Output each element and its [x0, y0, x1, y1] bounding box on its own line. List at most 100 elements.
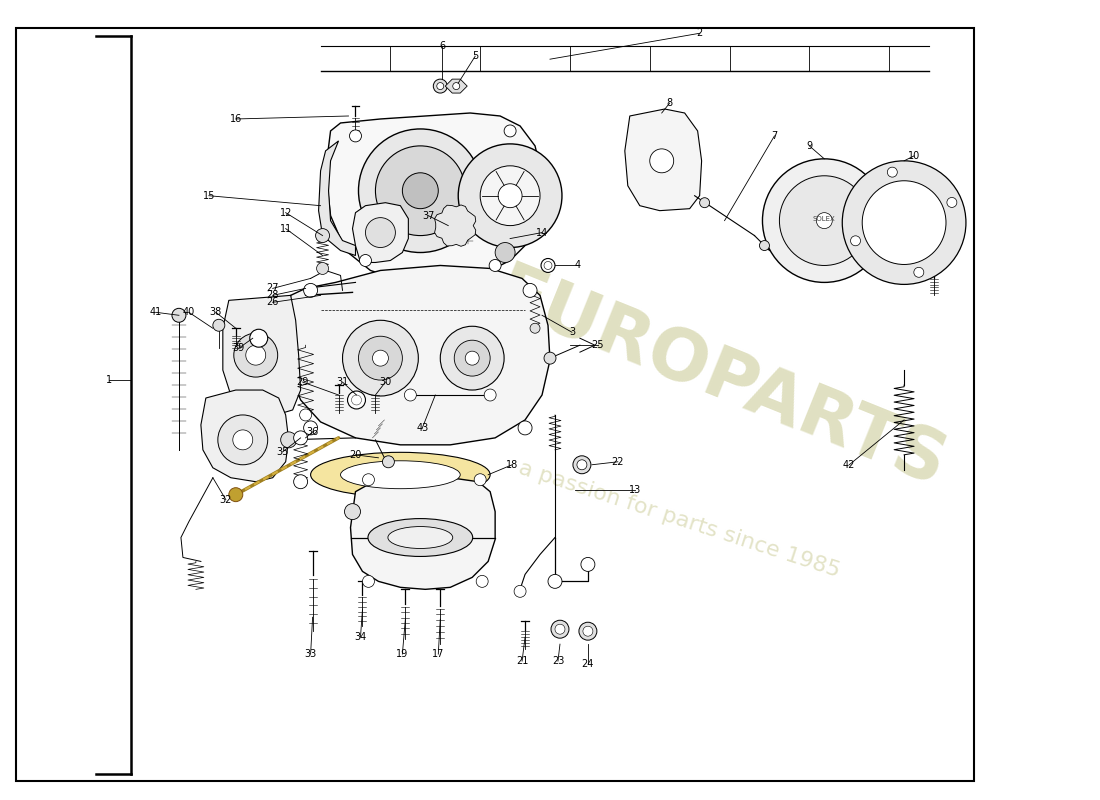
Bar — [16, 28, 974, 781]
Circle shape — [342, 320, 418, 396]
Circle shape — [514, 586, 526, 598]
Circle shape — [375, 146, 465, 235]
Circle shape — [843, 161, 966, 285]
Circle shape — [888, 167, 898, 177]
Text: 10: 10 — [908, 151, 921, 161]
Circle shape — [317, 262, 329, 274]
Circle shape — [573, 456, 591, 474]
Circle shape — [373, 350, 388, 366]
Circle shape — [245, 345, 266, 365]
Text: 30: 30 — [379, 377, 392, 387]
Text: 1: 1 — [106, 375, 112, 385]
Circle shape — [579, 622, 597, 640]
Text: 35: 35 — [276, 447, 289, 457]
Circle shape — [350, 130, 362, 142]
Circle shape — [481, 166, 540, 226]
Text: 2: 2 — [696, 28, 703, 38]
Circle shape — [850, 236, 860, 246]
Circle shape — [359, 129, 482, 253]
Circle shape — [383, 456, 395, 468]
Text: 12: 12 — [279, 208, 292, 218]
Text: 29: 29 — [296, 377, 309, 387]
Circle shape — [234, 334, 277, 377]
Circle shape — [304, 283, 318, 298]
Circle shape — [294, 431, 308, 445]
Circle shape — [541, 258, 556, 273]
Text: 25: 25 — [592, 340, 604, 350]
Circle shape — [433, 79, 448, 93]
Polygon shape — [625, 109, 702, 210]
Circle shape — [544, 262, 552, 270]
Text: 42: 42 — [843, 460, 856, 470]
Ellipse shape — [310, 452, 491, 497]
Polygon shape — [434, 205, 475, 246]
Circle shape — [650, 149, 673, 173]
Circle shape — [440, 326, 504, 390]
Circle shape — [437, 82, 443, 90]
Text: 33: 33 — [305, 649, 317, 659]
Text: 31: 31 — [337, 377, 349, 387]
Circle shape — [530, 323, 540, 334]
Circle shape — [360, 254, 372, 266]
Polygon shape — [319, 141, 355, 255]
Text: 18: 18 — [506, 460, 518, 470]
Circle shape — [700, 198, 710, 208]
Circle shape — [172, 308, 186, 322]
Circle shape — [484, 389, 496, 401]
Circle shape — [518, 421, 532, 435]
Text: 38: 38 — [210, 307, 222, 318]
Polygon shape — [352, 202, 408, 262]
Text: 28: 28 — [266, 290, 279, 300]
Circle shape — [914, 267, 924, 278]
Circle shape — [294, 474, 308, 489]
Ellipse shape — [368, 518, 473, 557]
Text: SOLEX: SOLEX — [813, 216, 836, 222]
Text: 9: 9 — [806, 141, 813, 151]
Text: 27: 27 — [266, 283, 279, 294]
Circle shape — [465, 351, 480, 365]
Circle shape — [581, 558, 595, 571]
Circle shape — [299, 409, 311, 421]
Text: 36: 36 — [307, 427, 319, 437]
Circle shape — [459, 144, 562, 247]
Circle shape — [524, 283, 537, 298]
Text: 26: 26 — [266, 298, 279, 307]
Text: 8: 8 — [667, 98, 673, 108]
Text: 23: 23 — [552, 656, 564, 666]
Text: 24: 24 — [582, 659, 594, 669]
Circle shape — [344, 504, 361, 519]
Text: 22: 22 — [612, 457, 624, 466]
Polygon shape — [351, 478, 495, 590]
Text: 37: 37 — [422, 210, 435, 221]
Text: 16: 16 — [230, 114, 242, 124]
Circle shape — [490, 259, 502, 271]
Text: 17: 17 — [432, 649, 444, 659]
Text: 20: 20 — [350, 450, 362, 460]
Ellipse shape — [341, 461, 460, 489]
Polygon shape — [286, 266, 550, 445]
Circle shape — [218, 415, 267, 465]
Circle shape — [365, 218, 395, 247]
Polygon shape — [446, 79, 468, 93]
Circle shape — [548, 574, 562, 588]
Circle shape — [352, 395, 362, 405]
Circle shape — [304, 421, 318, 435]
Circle shape — [576, 460, 587, 470]
Text: 39: 39 — [233, 343, 245, 353]
Text: 4: 4 — [575, 261, 581, 270]
Circle shape — [759, 241, 769, 250]
Ellipse shape — [388, 526, 453, 549]
Circle shape — [476, 575, 488, 587]
Circle shape — [454, 340, 491, 376]
Circle shape — [551, 620, 569, 638]
Text: 5: 5 — [472, 51, 478, 61]
Text: 3: 3 — [569, 327, 575, 338]
Circle shape — [405, 389, 416, 401]
Text: 21: 21 — [516, 656, 528, 666]
Circle shape — [583, 626, 593, 636]
Text: 11: 11 — [279, 223, 292, 234]
Circle shape — [403, 173, 438, 209]
Text: 34: 34 — [354, 632, 366, 642]
Polygon shape — [201, 390, 288, 482]
Circle shape — [316, 229, 330, 242]
